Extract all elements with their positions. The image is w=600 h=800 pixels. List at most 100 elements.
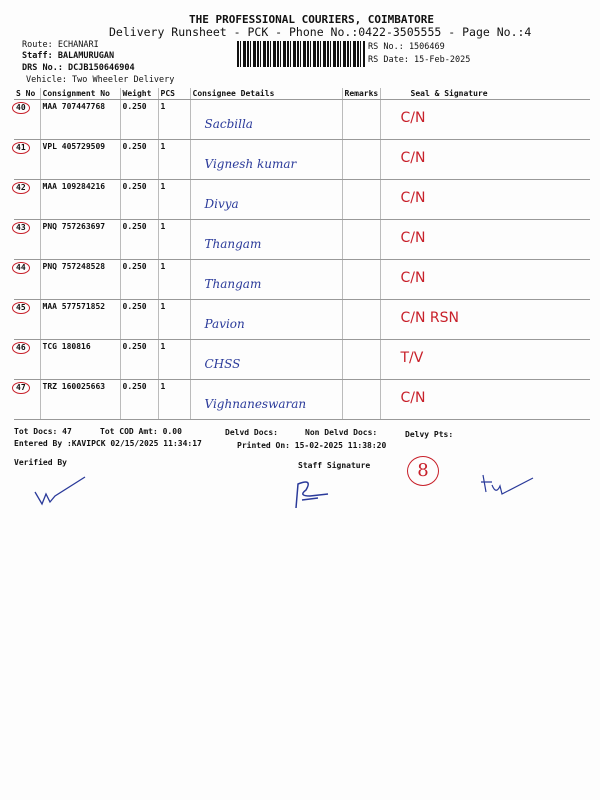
pcs: 1 xyxy=(158,99,191,140)
table-header: S No Consignment No Weight PCS Consignee… xyxy=(14,88,590,100)
col-weight: Weight xyxy=(120,88,159,100)
serial-number: 42 xyxy=(12,182,30,194)
weight: 0.250 xyxy=(120,299,159,340)
non-delvd-docs: Non Delvd Docs: xyxy=(305,428,378,437)
col-sno: S No xyxy=(14,88,41,100)
seal-cell: C/N xyxy=(380,99,590,140)
seal-signature: C/N RSN xyxy=(400,310,460,326)
sno-cell: 47 xyxy=(12,379,41,420)
consignment-number: VPL 405729509 xyxy=(40,139,121,180)
seal-signature: T/V xyxy=(400,350,424,366)
company-title: THE PROFESSIONAL COURIERS, COIMBATORE xyxy=(189,13,435,26)
delvd-docs: Delvd Docs: xyxy=(225,428,278,437)
table-row: 40 MAA 707447768 0.250 1 Sacbilla C/N xyxy=(12,99,590,140)
tot-docs: Tot Docs: 47 xyxy=(14,427,72,436)
vehicle: Vehicle: Two Wheeler Delivery xyxy=(26,75,175,85)
circled-count: 8 xyxy=(407,456,439,486)
seal-cell: C/N xyxy=(380,139,590,180)
serial-number: 40 xyxy=(12,102,30,114)
seal-cell: C/N RSN xyxy=(380,299,590,340)
printed-on: Printed On: 15-02-2025 11:38:20 xyxy=(237,441,387,450)
consignee-name: Vighnaneswaran xyxy=(204,397,307,411)
remarks xyxy=(342,259,381,300)
consignee-cell: Thangam xyxy=(190,219,343,260)
serial-number: 47 xyxy=(12,382,30,394)
runsheet-subtitle: Delivery Runsheet - PCK - Phone No.:0422… xyxy=(109,25,532,39)
sno-cell: 41 xyxy=(12,139,41,180)
consignment-number: TCG 180816 xyxy=(40,339,121,380)
weight: 0.250 xyxy=(120,339,159,380)
table-row: 44 PNQ 757248528 0.250 1 Thangam C/N xyxy=(12,259,590,300)
consignee-name: Thangam xyxy=(204,277,262,291)
table-row: 46 TCG 180816 0.250 1 CHSS T/V xyxy=(12,339,590,380)
consignee-cell: Divya xyxy=(190,179,343,220)
consignee-cell: Thangam xyxy=(190,259,343,300)
consignee-name: Thangam xyxy=(204,237,262,251)
route: Route: ECHANARI xyxy=(22,40,99,50)
tot-cod: Tot COD Amt: 0.00 xyxy=(100,427,182,436)
col-consignee: Consignee Details xyxy=(190,88,343,100)
col-seal: Seal & Signature xyxy=(380,88,590,100)
verified-by: Verified By xyxy=(14,458,67,467)
seal-signature: C/N xyxy=(400,150,426,166)
consignment-number: MAA 109284216 xyxy=(40,179,121,220)
delvy-pts: Delvy Pts: xyxy=(405,430,454,439)
consignment-number: MAA 577571852 xyxy=(40,299,121,340)
staff-signature-label: Staff Signature xyxy=(298,461,371,470)
seal-signature: C/N xyxy=(400,270,426,286)
seal-signature: C/N xyxy=(400,110,426,126)
col-consignment: Consignment No xyxy=(40,88,121,100)
weight: 0.250 xyxy=(120,99,159,140)
serial-number: 41 xyxy=(12,142,30,154)
consignee-name: Divya xyxy=(204,197,239,211)
remarks xyxy=(342,139,381,180)
weight: 0.250 xyxy=(120,219,159,260)
seal-cell: C/N xyxy=(380,219,590,260)
entered-by: Entered By :KAVIPCK 02/15/2025 11:34:17 xyxy=(14,439,202,448)
sno-cell: 46 xyxy=(12,339,41,380)
consignee-cell: CHSS xyxy=(190,339,343,380)
pcs: 1 xyxy=(158,299,191,340)
remarks xyxy=(342,99,381,140)
consignee-name: CHSS xyxy=(204,357,241,371)
consignee-cell: Sacbilla xyxy=(190,99,343,140)
rs-number: RS No.: 1506469 xyxy=(368,42,445,52)
seal-cell: C/N xyxy=(380,259,590,300)
consignee-cell: Vignesh kumar xyxy=(190,139,343,180)
table-row: 45 MAA 577571852 0.250 1 Pavion C/N RSN xyxy=(12,299,590,340)
weight: 0.250 xyxy=(120,139,159,180)
table-row: 41 VPL 405729509 0.250 1 Vignesh kumar C… xyxy=(12,139,590,180)
remarks xyxy=(342,299,381,340)
remarks xyxy=(342,379,381,420)
seal-cell: C/N xyxy=(380,379,590,420)
table-row: 43 PNQ 757263697 0.250 1 Thangam C/N xyxy=(12,219,590,260)
serial-number: 45 xyxy=(12,302,30,314)
weight: 0.250 xyxy=(120,179,159,220)
sno-cell: 45 xyxy=(12,299,41,340)
verified-signature xyxy=(34,476,86,506)
consignment-table: S No Consignment No Weight PCS Consignee… xyxy=(12,88,590,420)
pcs: 1 xyxy=(158,339,191,380)
sno-cell: 40 xyxy=(12,99,41,140)
sno-cell: 43 xyxy=(12,219,41,260)
consignment-number: PNQ 757263697 xyxy=(40,219,121,260)
pcs: 1 xyxy=(158,219,191,260)
remarks xyxy=(342,339,381,380)
col-remarks: Remarks xyxy=(342,88,381,100)
seal-signature: C/N xyxy=(400,230,426,246)
sno-cell: 42 xyxy=(12,179,41,220)
drs-number: DRS No.: DCJB150646904 xyxy=(22,63,135,73)
seal-cell: C/N xyxy=(380,179,590,220)
seal-signature: C/N xyxy=(400,190,426,206)
initials-signature xyxy=(481,474,534,495)
pcs: 1 xyxy=(158,259,191,300)
pcs: 1 xyxy=(158,179,191,220)
consignment-number: TRZ 160025663 xyxy=(40,379,121,420)
remarks xyxy=(342,179,381,220)
staff-signature xyxy=(295,481,329,509)
table-row: 47 TRZ 160025663 0.250 1 Vighnaneswaran … xyxy=(12,379,590,420)
pcs: 1 xyxy=(158,379,191,420)
consignment-number: MAA 707447768 xyxy=(40,99,121,140)
serial-number: 43 xyxy=(12,222,30,234)
